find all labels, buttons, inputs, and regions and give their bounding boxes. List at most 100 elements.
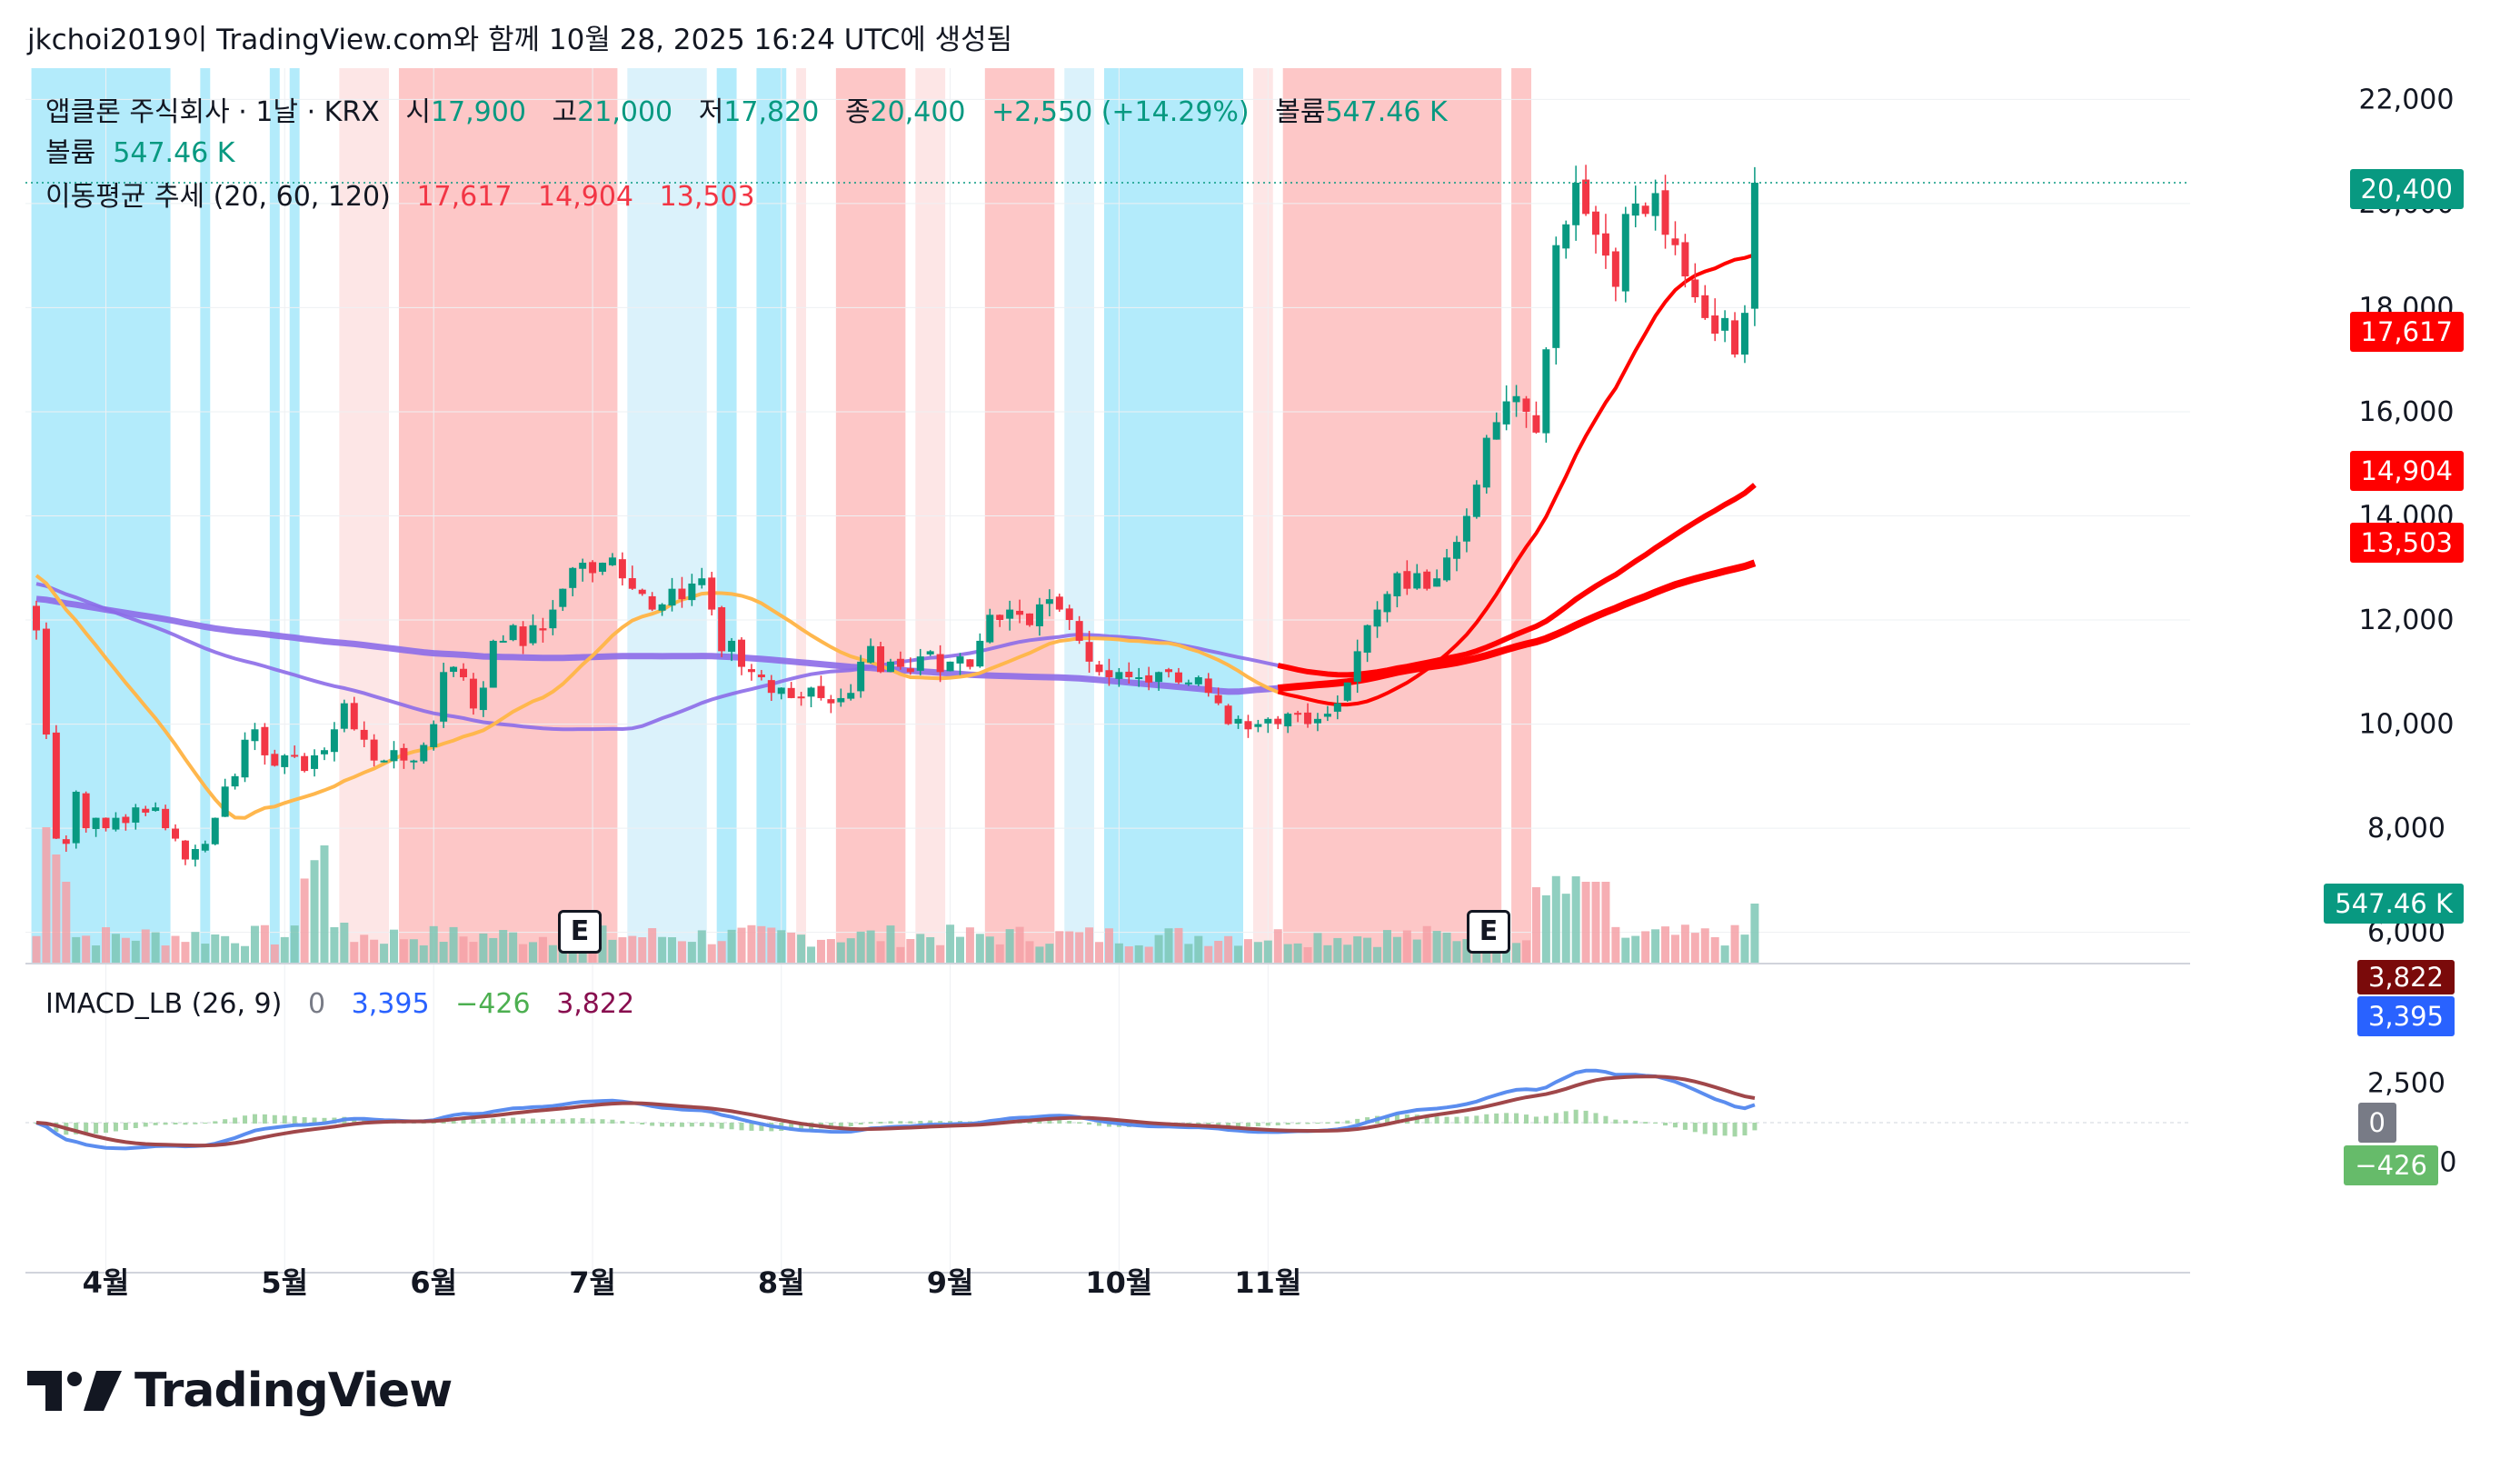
volume-bar (886, 925, 895, 964)
volume-bar (1641, 931, 1650, 964)
candle-body (787, 687, 795, 698)
candle-body (579, 563, 587, 569)
candle-body (569, 567, 577, 588)
macd-hist-bar (252, 1114, 257, 1124)
volume-bar (370, 939, 379, 964)
volume-bar (1492, 944, 1501, 964)
legend-row-ma: 이동평균 추세 (20, 60, 120) 17,617 14,904 13,5… (45, 174, 755, 214)
candle-body (1611, 251, 1619, 287)
macd-hist-bar (1742, 1123, 1748, 1136)
candle-body (112, 817, 120, 830)
macd-hist-bar (302, 1117, 307, 1124)
candle-body (420, 744, 428, 762)
candle-body (430, 724, 438, 747)
volume-bar (161, 945, 170, 964)
volume-bar (121, 937, 130, 964)
volume-bar (687, 942, 696, 964)
macd-hist-bar (1722, 1123, 1728, 1136)
candle-body (1601, 233, 1609, 256)
volume-bar (757, 925, 766, 964)
candle-body (1393, 573, 1401, 597)
candle-body (350, 703, 358, 730)
legend-row-volume: 볼륨 547.46 K (45, 130, 234, 170)
macd-hist-bar (1394, 1114, 1399, 1124)
volume-bar (32, 935, 41, 964)
y-tick-label: 12,000 (2359, 605, 2455, 636)
tradingview-logo[interactable]: TradingView (27, 1364, 453, 1418)
macd-hist-bar (213, 1121, 218, 1124)
candle-body (529, 625, 537, 644)
volume-bar (1392, 936, 1401, 964)
macd-hist-bar (1702, 1123, 1708, 1134)
volume-bar (747, 924, 756, 964)
macd-hist-bar (1672, 1123, 1678, 1128)
candle-body (1006, 609, 1014, 619)
macd-hist-bar (143, 1123, 148, 1127)
volume-bar (1631, 935, 1640, 964)
candle-body (797, 696, 805, 699)
volume-bar (1104, 928, 1113, 964)
macd-hist-bar (1553, 1113, 1559, 1124)
volume-bar (608, 939, 617, 964)
macd-hist-bar (1653, 1122, 1658, 1124)
macd-hist-bar (1682, 1123, 1688, 1130)
volume-bar (1025, 941, 1034, 964)
volume-bar (340, 923, 349, 964)
volume-bar (717, 941, 726, 964)
candle-body (201, 844, 209, 851)
macd-hist-bar (948, 1121, 953, 1124)
volume-bar (1422, 925, 1431, 964)
earnings-badge-aug[interactable]: E (1467, 910, 1510, 954)
macd-hist-bar (203, 1123, 208, 1124)
macd-hist-bar (709, 1123, 714, 1127)
candle-body (509, 625, 517, 641)
candle-body (330, 729, 338, 753)
candle-body (1482, 437, 1490, 488)
macd-hist-bar (1355, 1118, 1360, 1124)
macd-hist-bar (1573, 1109, 1579, 1124)
macd-hist-bar (580, 1118, 585, 1124)
volume-bar (1045, 944, 1054, 964)
candle-body (1651, 193, 1659, 216)
volume-bar (380, 944, 389, 964)
earnings-badge-may[interactable]: E (558, 910, 602, 954)
volume-bar (1402, 930, 1411, 964)
legend-volume-value: 547.46 K (113, 137, 235, 169)
candle-body (311, 754, 319, 769)
macd-hist-bar (1077, 1122, 1082, 1124)
candle-body (1155, 672, 1163, 683)
volume-bar (310, 860, 319, 964)
chart-header: jkchoi2019이 TradingView.com와 함께 10월 28, … (27, 24, 1013, 56)
candle-body (1214, 695, 1222, 704)
candle-body (976, 640, 984, 667)
macd-hist-bar (1265, 1123, 1270, 1126)
macd-hist-bar (719, 1123, 724, 1129)
macd-hist-bar (888, 1121, 893, 1124)
volume-bar (648, 928, 657, 964)
macd-hist-bar (1037, 1119, 1042, 1124)
macd-hist-bar (1524, 1114, 1529, 1124)
volume-bar (1432, 931, 1441, 964)
legend-change: +2,550 (+14.29%) (991, 96, 1250, 128)
volume-bar (1194, 935, 1203, 964)
volume-bar (1214, 941, 1223, 964)
candle-body (628, 578, 636, 589)
macd-hist-bar (74, 1123, 79, 1134)
candle-body (926, 651, 934, 655)
macd-hist-bar (471, 1119, 476, 1124)
candle-body (360, 729, 368, 740)
macd-hist-bar (640, 1123, 645, 1124)
volume-bar (1015, 926, 1024, 964)
volume-bar (548, 944, 557, 964)
volume-bar (1551, 875, 1560, 964)
candle-body (152, 807, 160, 812)
candle-body (1135, 677, 1143, 680)
candle-body (1274, 718, 1282, 725)
macd-hist-bar (1563, 1111, 1569, 1124)
candle-body (847, 693, 855, 699)
volume-bar (1124, 946, 1133, 964)
macd-hist-bar (1305, 1123, 1310, 1124)
candle-body (1413, 573, 1421, 589)
macd-hist-bar (729, 1123, 734, 1130)
